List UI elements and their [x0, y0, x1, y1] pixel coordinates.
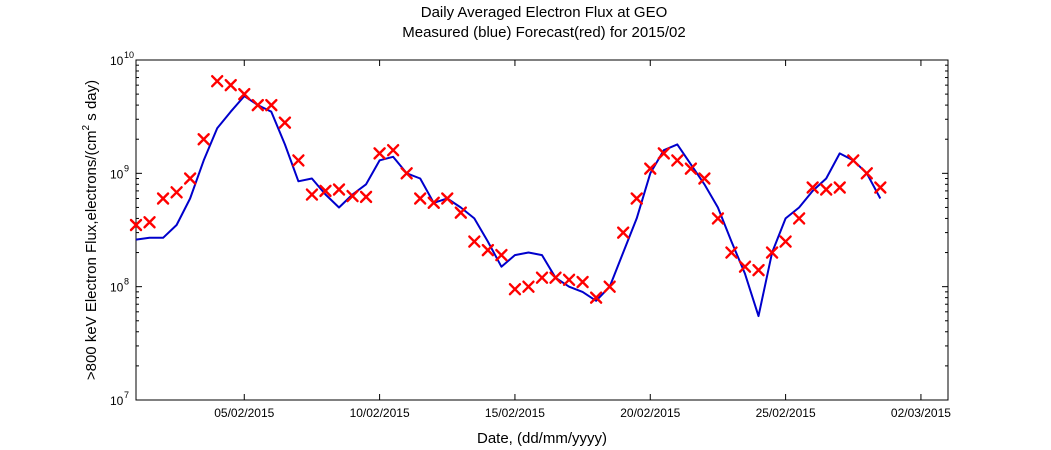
forecast-point: [589, 291, 603, 304]
forecast-point: [346, 189, 359, 203]
forecast-point: [630, 192, 643, 205]
x-tick-label: 15/02/2015: [485, 406, 545, 420]
forecast-point: [617, 226, 630, 239]
y-tick-label: 10: [110, 167, 124, 181]
forecast-point: [508, 282, 522, 296]
forecast-point: [400, 167, 413, 180]
forecast-point: [671, 154, 684, 167]
y-tick-label: 10: [110, 54, 124, 68]
forecast-point: [414, 192, 427, 205]
forecast-point: [495, 248, 508, 262]
forecast-point: [806, 181, 819, 194]
forecast-point: [820, 183, 833, 196]
forecast-point: [481, 243, 495, 257]
x-tick-label: 20/02/2015: [620, 406, 680, 420]
forecast-point: [725, 246, 738, 259]
y-tick-exponent: 10: [124, 50, 134, 60]
forecast-point: [738, 260, 752, 273]
x-tick-label: 05/02/2015: [214, 406, 274, 420]
forecast-point: [224, 78, 237, 92]
forecast-point: [373, 147, 386, 160]
forecast-point: [129, 218, 143, 232]
forecast-point: [197, 133, 210, 146]
y-tick-exponent: 9: [124, 163, 129, 173]
forecast-point: [860, 167, 873, 180]
y-tick-exponent: 8: [124, 277, 129, 287]
forecast-point: [441, 192, 454, 205]
forecast-point: [657, 147, 670, 160]
y-axis-label-exponent: 2: [81, 124, 92, 130]
y-axis-label-tail: s day): [83, 80, 100, 125]
forecast-point: [292, 154, 305, 167]
forecast-point: [833, 181, 846, 194]
forecast-point: [522, 280, 535, 293]
forecast-point: [711, 212, 725, 225]
forecast-point: [684, 162, 698, 175]
forecast-point: [427, 196, 440, 209]
forecast-point: [847, 154, 860, 167]
forecast-point: [752, 263, 765, 277]
forecast-point: [468, 235, 481, 248]
forecast-point: [265, 98, 278, 112]
forecast-point: [386, 144, 400, 157]
forecast-point: [238, 87, 251, 101]
x-axis-label: Date, (dd/mm/yyyy): [477, 430, 607, 447]
forecast-point: [644, 162, 657, 175]
y-axis-label-main: >800 keV Electron Flux,electrons/(cm: [83, 130, 100, 380]
forecast-point: [143, 216, 156, 229]
forecast-point: [332, 183, 346, 196]
forecast-point: [305, 188, 319, 201]
forecast-point: [454, 206, 467, 219]
x-tick-label: 10/02/2015: [350, 406, 410, 420]
forecast-point: [251, 98, 264, 112]
forecast-point: [156, 192, 170, 205]
y-tick-exponent: 7: [124, 390, 129, 400]
chart-title: Daily Averaged Electron Flux at GEO: [421, 4, 668, 21]
forecast-point: [576, 275, 589, 289]
chart-subtitle: Measured (blue) Forecast(red) for 2015/0…: [402, 24, 685, 41]
forecast-point: [792, 212, 806, 225]
forecast-point: [698, 172, 711, 185]
x-tick-label: 02/03/2015: [891, 406, 951, 420]
forecast-point: [170, 186, 183, 199]
forecast-point: [359, 190, 373, 204]
forecast-point: [562, 273, 576, 286]
forecast-point: [319, 184, 332, 198]
y-axis-label: >800 keV Electron Flux,electrons/(cm2 s …: [81, 80, 100, 380]
forecast-point: [765, 246, 779, 259]
y-tick-label: 10: [110, 394, 124, 408]
plot-frame: [135, 59, 949, 401]
plot-area: [135, 59, 949, 401]
series-forecast-markers: [129, 75, 887, 304]
forecast-point: [549, 271, 562, 284]
y-tick-label: 10: [110, 281, 124, 295]
x-tick-label: 25/02/2015: [756, 406, 816, 420]
forecast-point: [211, 75, 224, 88]
forecast-point: [278, 116, 292, 129]
forecast-point: [535, 271, 549, 284]
forecast-point: [779, 235, 792, 248]
forecast-point: [874, 181, 887, 194]
forecast-point: [183, 172, 197, 185]
x-axis: 05/02/2015 10/02/2015 15/02/2015 20/02/2015…: [214, 60, 951, 420]
series-layer: [129, 75, 887, 318]
forecast-point: [603, 280, 616, 293]
